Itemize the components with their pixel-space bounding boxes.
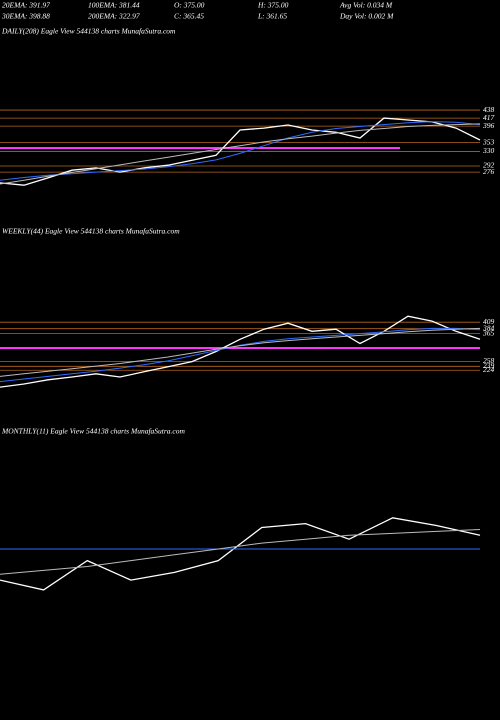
y-tick-label: 292: [483, 161, 495, 170]
series-line: [0, 517, 481, 591]
header-stat: 30EMA: 398.88: [1, 12, 50, 21]
y-tick-label: 396: [482, 121, 495, 130]
series-line: [0, 327, 481, 377]
panel-title: MONTHLY(11) Eagle View 544138 charts Mun…: [1, 427, 185, 436]
panel-title: WEEKLY(44) Eagle View 544138 charts Muna…: [2, 227, 180, 236]
header-stat: H: 375.00: [257, 1, 289, 10]
y-tick-label: 224: [483, 365, 495, 374]
header-stat: L: 361.65: [257, 12, 287, 21]
y-tick-label: 417: [483, 113, 495, 122]
header-stat: 100EMA: 381.44: [88, 1, 140, 10]
y-tick-label: 365: [482, 328, 495, 337]
series-line: [0, 529, 481, 575]
y-tick-label: 409: [483, 317, 495, 326]
header-stat: C: 365.45: [174, 12, 204, 21]
header-stat: O: 375.00: [174, 1, 205, 10]
header-stat: Avg Vol: 0.034 M: [339, 1, 393, 10]
series-line: [0, 117, 481, 186]
y-tick-label: 330: [482, 146, 495, 155]
y-tick-label: 384: [482, 323, 495, 332]
header-stat: 200EMA: 322.97: [88, 12, 140, 21]
y-tick-label: 353: [482, 137, 495, 146]
y-tick-label: 276: [483, 167, 495, 176]
y-tick-label: 438: [483, 105, 495, 114]
series-line: [0, 123, 481, 185]
header-stat: 20EMA: 391.97: [2, 1, 50, 10]
header-stat: Day Vol: 0.002 M: [339, 12, 394, 21]
series-line: [0, 121, 481, 181]
y-tick-label: 239: [483, 361, 495, 370]
panel-title: DAILY(208) Eagle View 544138 charts Muna…: [1, 27, 176, 36]
y-tick-label: 258: [483, 356, 495, 365]
series-line: [0, 315, 481, 388]
